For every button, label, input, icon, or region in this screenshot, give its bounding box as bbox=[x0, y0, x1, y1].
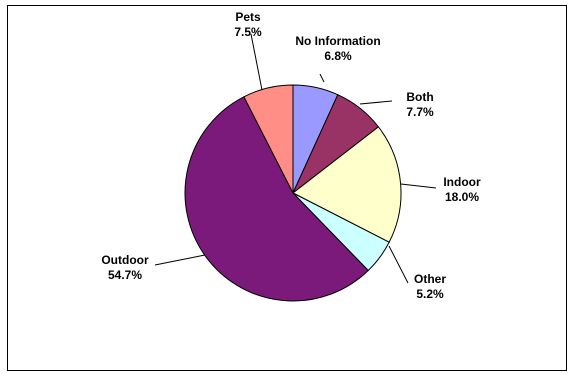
slice-value-label: 54.7% bbox=[108, 268, 142, 282]
leader-line bbox=[400, 183, 437, 189]
slice-value-label: 6.8% bbox=[324, 49, 352, 63]
pie-slice-pets bbox=[243, 84, 294, 194]
slice-value-label: 7.7% bbox=[406, 105, 434, 119]
leader-line bbox=[319, 73, 325, 83]
pie-slice-indoor bbox=[292, 126, 402, 243]
leader-line bbox=[388, 245, 409, 284]
slice-value-label: 18.0% bbox=[445, 190, 479, 204]
slice-value-label: 5.2% bbox=[416, 287, 444, 301]
pie-slice-outdoor bbox=[184, 96, 369, 302]
slice-label: Other bbox=[414, 272, 446, 286]
leader-line bbox=[154, 254, 206, 266]
pie-slices bbox=[184, 84, 402, 302]
slice-label: Both bbox=[406, 90, 433, 104]
leader-line bbox=[250, 33, 263, 91]
slice-label: Pets bbox=[235, 10, 261, 24]
slice-label: Outdoor bbox=[101, 253, 149, 267]
leader-lines bbox=[154, 33, 437, 284]
slice-label: No Information bbox=[295, 34, 380, 48]
leader-line bbox=[359, 100, 393, 105]
slice-value-label: 7.5% bbox=[234, 25, 262, 39]
slice-label: Indoor bbox=[443, 175, 481, 189]
